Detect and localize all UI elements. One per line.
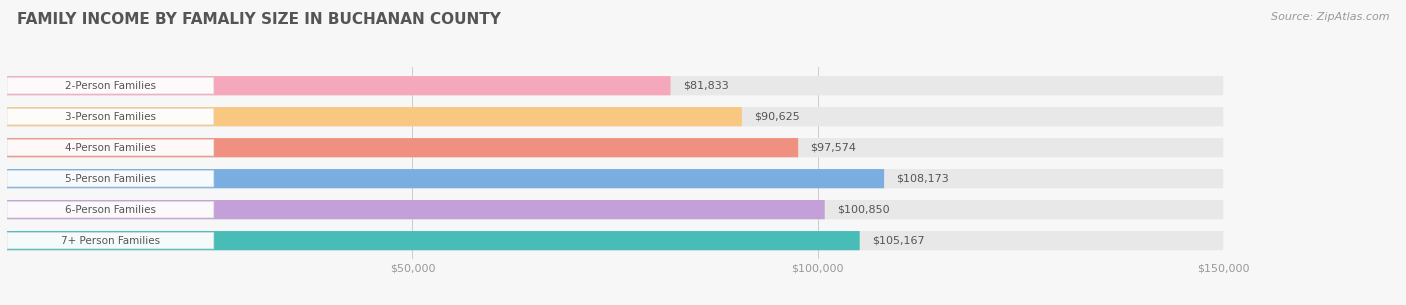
FancyBboxPatch shape xyxy=(7,139,214,156)
FancyBboxPatch shape xyxy=(7,200,825,219)
FancyBboxPatch shape xyxy=(7,76,1223,95)
Text: FAMILY INCOME BY FAMALIY SIZE IN BUCHANAN COUNTY: FAMILY INCOME BY FAMALIY SIZE IN BUCHANA… xyxy=(17,12,501,27)
Text: $108,173: $108,173 xyxy=(896,174,949,184)
Text: Source: ZipAtlas.com: Source: ZipAtlas.com xyxy=(1271,12,1389,22)
FancyBboxPatch shape xyxy=(7,76,671,95)
FancyBboxPatch shape xyxy=(7,169,884,188)
FancyBboxPatch shape xyxy=(7,77,214,94)
FancyBboxPatch shape xyxy=(7,202,214,218)
Text: $105,167: $105,167 xyxy=(872,236,925,246)
FancyBboxPatch shape xyxy=(7,231,1223,250)
FancyBboxPatch shape xyxy=(7,107,1223,126)
FancyBboxPatch shape xyxy=(7,138,799,157)
FancyBboxPatch shape xyxy=(7,138,1223,157)
Text: 2-Person Families: 2-Person Families xyxy=(65,81,156,91)
FancyBboxPatch shape xyxy=(7,170,214,187)
Text: $100,850: $100,850 xyxy=(837,205,890,215)
FancyBboxPatch shape xyxy=(7,109,214,125)
Text: 6-Person Families: 6-Person Families xyxy=(65,205,156,215)
FancyBboxPatch shape xyxy=(7,200,1223,219)
Text: 7+ Person Families: 7+ Person Families xyxy=(60,236,160,246)
FancyBboxPatch shape xyxy=(7,169,1223,188)
Text: $90,625: $90,625 xyxy=(754,112,800,122)
Text: $97,574: $97,574 xyxy=(810,143,856,153)
FancyBboxPatch shape xyxy=(7,231,859,250)
Text: 5-Person Families: 5-Person Families xyxy=(65,174,156,184)
Text: 4-Person Families: 4-Person Families xyxy=(65,143,156,153)
Text: $81,833: $81,833 xyxy=(683,81,728,91)
FancyBboxPatch shape xyxy=(7,107,742,126)
FancyBboxPatch shape xyxy=(7,232,214,249)
Text: 3-Person Families: 3-Person Families xyxy=(65,112,156,122)
